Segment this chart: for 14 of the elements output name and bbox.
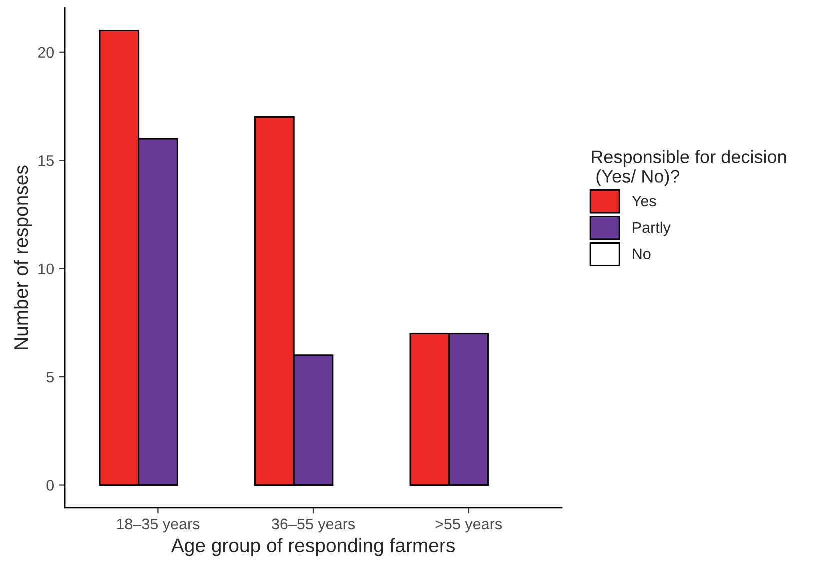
legend-title: Responsible for decision (Yes/ No)? <box>592 150 786 186</box>
y-tick-label: 10 <box>38 264 54 275</box>
y-axis-title: Number of responses <box>14 166 32 350</box>
legend-label: Yes <box>632 196 656 207</box>
x-tick-label: 36–55 years <box>272 518 355 533</box>
x-tick-label: 18–35 years <box>117 518 200 533</box>
x-axis-title: Age group of responding farmers <box>171 538 455 556</box>
y-tick-label: 20 <box>38 47 54 58</box>
y-tick-label: 0 <box>46 480 54 491</box>
y-tick-label: 15 <box>38 156 54 166</box>
x-tick-label: >55 years <box>436 518 502 533</box>
legend-label: No <box>633 248 651 260</box>
y-tick-label: 5 <box>46 372 54 383</box>
legend-label: Partly <box>633 222 671 236</box>
